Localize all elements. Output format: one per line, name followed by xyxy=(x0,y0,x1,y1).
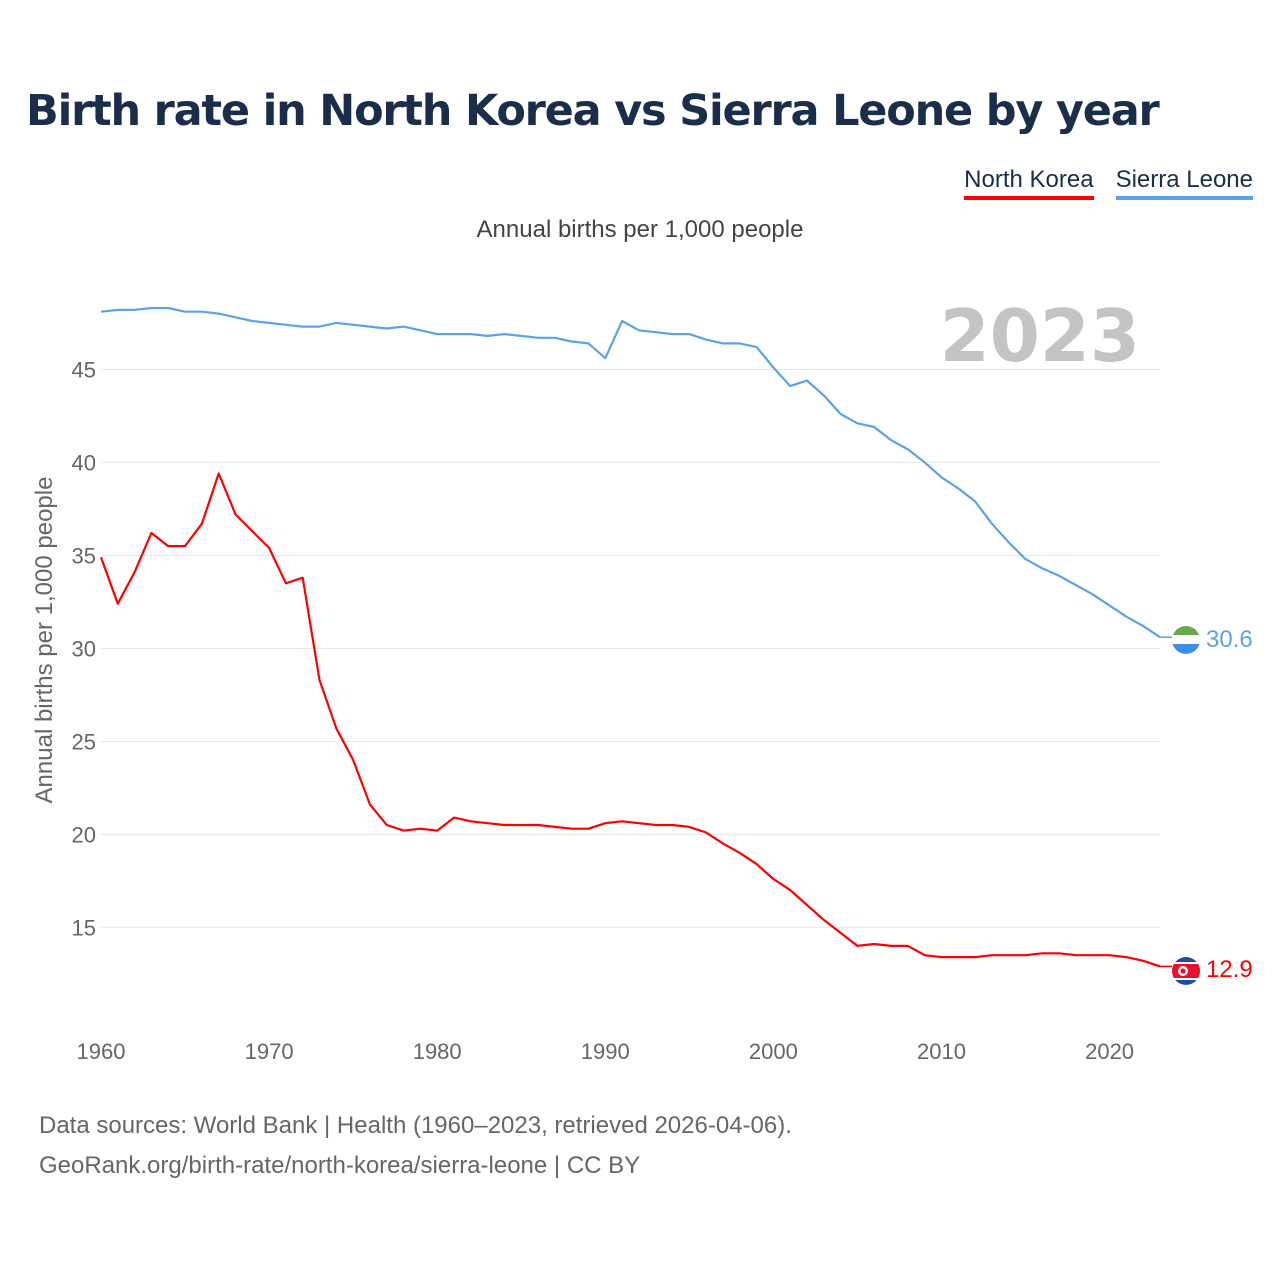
x-tick-label: 2000 xyxy=(749,1039,798,1064)
north-korea-flag-icon xyxy=(1172,957,1200,985)
y-axis-ticks: 15 20 25 30 35 40 45 xyxy=(72,357,96,940)
y-tick-label: 35 xyxy=(72,543,96,568)
y-tick-label: 45 xyxy=(72,357,96,382)
sierra-leone-flag-icon xyxy=(1172,626,1200,654)
line-chart: 15 20 25 30 35 40 45 1960 1970 1980 1990 2000 2010 2… xyxy=(31,294,1253,1064)
x-tick-label: 1970 xyxy=(245,1039,294,1064)
x-axis-ticks: 1960 1970 1980 1990 2000 2010 2020 xyxy=(77,1039,1135,1064)
footer-link[interactable]: GeoRank.org/birth-rate/north-korea/sierr… xyxy=(39,1152,641,1179)
north-korea-end-label: 12.9 xyxy=(1206,956,1253,983)
y-tick-label: 20 xyxy=(72,822,96,847)
year-watermark: 2023 xyxy=(940,294,1140,378)
series-line-north-korea xyxy=(99,472,1161,968)
series-layer xyxy=(99,306,1172,968)
grid-lines xyxy=(101,368,1160,928)
x-tick-label: 1980 xyxy=(413,1039,462,1064)
legend-item-sierra-leone[interactable]: Sierra Leone xyxy=(1115,166,1253,200)
footer-sources: Data sources: World Bank | Health (1960–… xyxy=(39,1112,792,1139)
legend-item-north-korea[interactable]: North Korea xyxy=(964,166,1094,200)
x-tick-label: 2010 xyxy=(917,1039,966,1064)
y-tick-label: 30 xyxy=(72,636,96,661)
chart-subtitle: Annual births per 1,000 people xyxy=(476,216,804,243)
y-tick-label: 25 xyxy=(72,729,96,754)
x-tick-label: 2020 xyxy=(1085,1039,1134,1064)
footer: Data sources: World Bank | Health (1960–… xyxy=(39,1106,792,1186)
x-tick-label: 1960 xyxy=(77,1039,126,1064)
sierra-leone-end-label: 30.6 xyxy=(1206,626,1253,653)
y-tick-label: 15 xyxy=(72,915,96,940)
x-tick-label: 1990 xyxy=(581,1039,630,1064)
y-axis-label: Annual births per 1,000 people xyxy=(31,477,58,804)
series-line-sierra-leone xyxy=(100,306,1161,639)
legend: North Korea Sierra Leone xyxy=(964,166,1253,200)
chart-title: Birth rate in North Korea vs Sierra Leon… xyxy=(26,86,1160,136)
y-tick-label: 40 xyxy=(72,450,96,475)
